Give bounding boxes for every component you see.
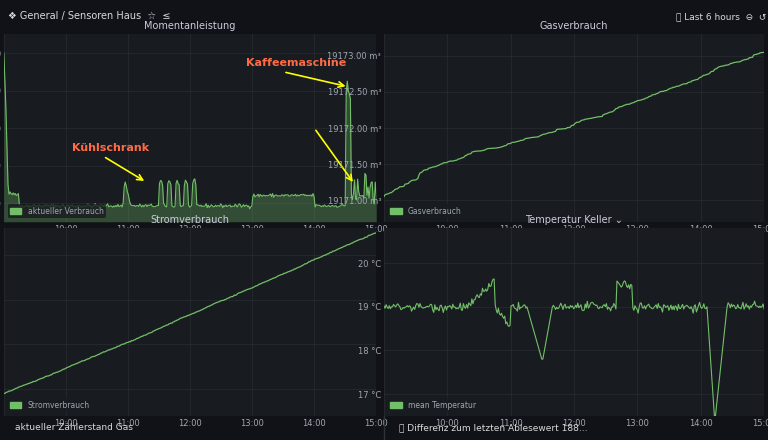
Legend: Stromverbrauch: Stromverbrauch	[8, 398, 92, 412]
Text: Kaffeemaschine: Kaffeemaschine	[246, 58, 346, 68]
Legend: Gasverbrauch: Gasverbrauch	[388, 204, 464, 218]
Text: aktueller Zählerstand Gas: aktueller Zählerstand Gas	[15, 423, 133, 433]
Title: Stromverbrauch: Stromverbrauch	[151, 215, 230, 225]
Text: ⓘ Differenz zum letzten Ablesewert 188...: ⓘ Differenz zum letzten Ablesewert 188..…	[399, 423, 588, 433]
Title: Momentanleistung: Momentanleistung	[144, 21, 236, 31]
Text: ⏱ Last 6 hours  ⊖  ↺  1m  □: ⏱ Last 6 hours ⊖ ↺ 1m □	[676, 12, 768, 21]
Legend: aktueller Verbrauch: aktueller Verbrauch	[8, 204, 106, 218]
Title: Temperatur Keller ⌄: Temperatur Keller ⌄	[525, 215, 623, 225]
Legend: mean Temperatur: mean Temperatur	[388, 398, 478, 412]
Text: ❖ General / Sensoren Haus  ☆  ≤: ❖ General / Sensoren Haus ☆ ≤	[8, 11, 170, 22]
Title: Gasverbrauch: Gasverbrauch	[540, 21, 608, 31]
Text: Kühlschrank: Kühlschrank	[72, 143, 149, 153]
